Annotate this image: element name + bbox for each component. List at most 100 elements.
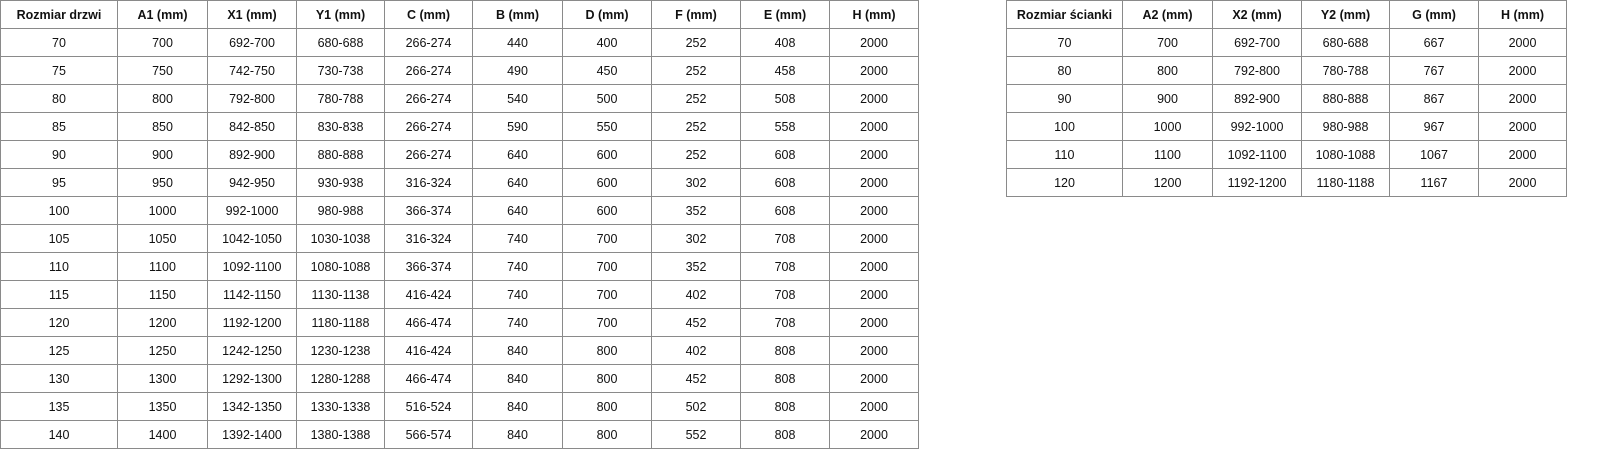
- table-cell: 2000: [1478, 84, 1567, 113]
- table-cell: 352: [651, 196, 741, 225]
- table-cell: 700: [562, 280, 652, 309]
- table-cell: 85: [0, 112, 118, 141]
- header-row: Rozmiar drzwi A1 (mm) X1 (mm) Y1 (mm) C (mm)…: [0, 0, 919, 29]
- table-cell: 550: [562, 112, 652, 141]
- table-cell: 2000: [829, 420, 919, 449]
- table-cell: 692-700: [207, 28, 297, 57]
- table-cell: 1230-1238: [296, 336, 385, 365]
- table-cell: 600: [562, 140, 652, 169]
- table-cell: 2000: [829, 308, 919, 337]
- table-row: 105 1050 1042-1050 1030-1038 316-324 740 700 30…: [0, 224, 919, 253]
- table-cell: 792-800: [207, 84, 297, 113]
- table-row: 110 1100 1092-1100 1080-1088 366-374 740 700 35…: [0, 252, 919, 281]
- table-row: 120 1200 1192-1200 1180-1188 466-474 740 700 45…: [0, 308, 919, 337]
- table-cell: 708: [740, 252, 830, 281]
- table-cell: 70: [1006, 28, 1123, 57]
- table-cell: 252: [651, 84, 741, 113]
- table-cell: 2000: [829, 336, 919, 365]
- column-header: F (mm): [651, 0, 741, 29]
- table-cell: 2000: [829, 196, 919, 225]
- table-cell: 740: [472, 280, 563, 309]
- table-cell: 2000: [829, 280, 919, 309]
- table-cell: 452: [651, 308, 741, 337]
- table-cell: 800: [562, 336, 652, 365]
- table-cell: 100: [1006, 112, 1123, 141]
- column-header: Rozmiar drzwi: [0, 0, 118, 29]
- table-cell: 700: [562, 224, 652, 253]
- table-cell: 516-524: [384, 392, 473, 421]
- table-cell: 842-850: [207, 112, 297, 141]
- table-cell: 808: [740, 364, 830, 393]
- table-cell: 1192-1200: [207, 308, 297, 337]
- table-cell: 2000: [829, 224, 919, 253]
- column-header: A2 (mm): [1122, 0, 1213, 29]
- table-cell: 708: [740, 280, 830, 309]
- table-cell: 2000: [829, 140, 919, 169]
- table-cell: 408: [740, 28, 830, 57]
- table-cell: 1000: [1122, 112, 1213, 141]
- table-cell: 2000: [829, 392, 919, 421]
- table-cell: 70: [0, 28, 118, 57]
- table-cell: 266-274: [384, 84, 473, 113]
- table-cell: 2000: [829, 364, 919, 393]
- table-cell: 950: [117, 168, 208, 197]
- table-cell: 1142-1150: [207, 280, 297, 309]
- table-cell: 540: [472, 84, 563, 113]
- table-row: 70 700 692-700 680-688 266-274 440 400 252 408 20…: [0, 28, 919, 57]
- door-size-table: Rozmiar drzwi A1 (mm) X1 (mm) Y1 (mm) C (mm)…: [0, 0, 919, 449]
- table-cell: 2000: [829, 56, 919, 85]
- table-cell: 2000: [1478, 168, 1567, 197]
- column-header: H (mm): [829, 0, 919, 29]
- table-cell: 608: [740, 168, 830, 197]
- table-cell: 2000: [829, 252, 919, 281]
- table-cell: 252: [651, 112, 741, 141]
- table-cell: 700: [117, 28, 208, 57]
- table-cell: 558: [740, 112, 830, 141]
- table-cell: 502: [651, 392, 741, 421]
- table-cell: 692-700: [1212, 28, 1302, 57]
- table-cell: 830-838: [296, 112, 385, 141]
- table-cell: 742-750: [207, 56, 297, 85]
- table-cell: 80: [1006, 56, 1123, 85]
- table-cell: 600: [562, 168, 652, 197]
- table-cell: 640: [472, 140, 563, 169]
- table-cell: 302: [651, 224, 741, 253]
- column-header: G (mm): [1389, 0, 1479, 29]
- table-cell: 458: [740, 56, 830, 85]
- column-header: E (mm): [740, 0, 830, 29]
- table-cell: 740: [472, 224, 563, 253]
- table-row: 120 1200 1192-1200 1180-1188 1167 2000: [1006, 168, 1567, 197]
- table-cell: 266-274: [384, 28, 473, 57]
- table-cell: 120: [1006, 168, 1123, 197]
- table-cell: 366-374: [384, 196, 473, 225]
- table-cell: 1180-1188: [1301, 168, 1390, 197]
- table-cell: 708: [740, 308, 830, 337]
- table-cell: 900: [117, 140, 208, 169]
- table-cell: 252: [651, 56, 741, 85]
- table-cell: 700: [562, 252, 652, 281]
- table-row: 125 1250 1242-1250 1230-1238 416-424 840 800 40…: [0, 336, 919, 365]
- table-cell: 708: [740, 224, 830, 253]
- table-cell: 130: [0, 364, 118, 393]
- table-cell: 967: [1389, 112, 1479, 141]
- table-cell: 640: [472, 168, 563, 197]
- table-row: 130 1300 1292-1300 1280-1288 466-474 840 800 45…: [0, 364, 919, 393]
- table-cell: 452: [651, 364, 741, 393]
- table-cell: 1392-1400: [207, 420, 297, 449]
- table-cell: 1280-1288: [296, 364, 385, 393]
- table-cell: 490: [472, 56, 563, 85]
- table-cell: 120: [0, 308, 118, 337]
- table-cell: 1400: [117, 420, 208, 449]
- column-header: B (mm): [472, 0, 563, 29]
- table-cell: 2000: [829, 168, 919, 197]
- table-cell: 110: [1006, 140, 1123, 169]
- table-cell: 992-1000: [1212, 112, 1302, 141]
- table-cell: 1080-1088: [296, 252, 385, 281]
- table-cell: 640: [472, 196, 563, 225]
- table-cell: 266-274: [384, 140, 473, 169]
- table-cell: 80: [0, 84, 118, 113]
- table-cell: 352: [651, 252, 741, 281]
- table-row: 75 750 742-750 730-738 266-274 490 450 252 458 20…: [0, 56, 919, 85]
- column-header: Rozmiar ścianki: [1006, 0, 1123, 29]
- table-cell: 1250: [117, 336, 208, 365]
